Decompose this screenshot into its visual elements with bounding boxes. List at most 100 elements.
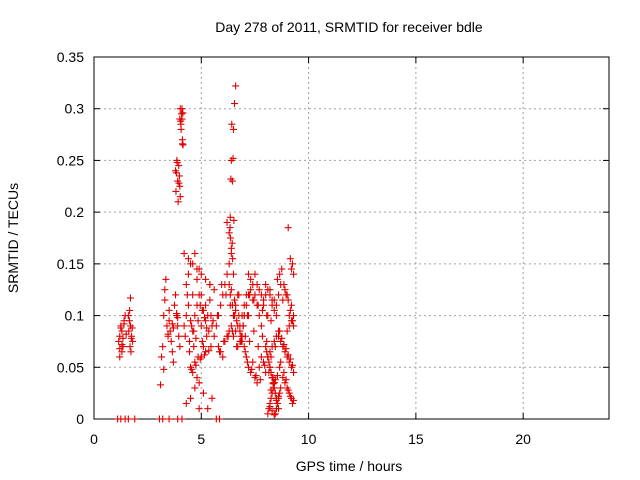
y-tick-label: 0.35 [57,49,84,65]
data-point [239,322,247,330]
data-point [187,394,195,402]
data-point [270,411,278,419]
data-point [270,379,278,387]
grid [94,57,609,419]
data-point [229,270,237,278]
data-point [260,296,268,304]
data-point [248,365,256,373]
data-point [158,353,166,361]
data-point [189,260,197,268]
data-point [129,337,137,345]
data-point [250,327,258,335]
data-point [190,343,198,351]
data-point [264,286,272,294]
data-point [157,381,165,389]
data-point [201,351,209,359]
data-point [185,348,193,356]
data-point [188,365,196,373]
data-point [193,265,201,273]
data-point [283,327,291,335]
data-point [174,314,182,322]
data-point [287,265,295,273]
data-point [273,275,281,283]
data-point [286,355,294,363]
data-point [188,322,196,330]
data-point [125,327,133,335]
data-point [233,343,241,351]
data-point [263,312,271,320]
data-point [252,372,260,380]
data-point [189,368,197,376]
data-point [254,301,262,309]
data-point [282,291,290,299]
data-point [255,312,263,320]
data-point [227,175,235,183]
data-point [228,301,236,309]
data-point [257,353,265,361]
data-point [197,270,205,278]
data-point [286,392,294,400]
data-point [241,348,249,356]
data-point [226,291,234,299]
data-point [227,286,235,294]
data-point [267,386,275,394]
data-point [269,380,277,388]
data-point [218,281,226,289]
data-point [189,291,197,299]
data-point [276,363,284,371]
data-point [264,353,272,361]
data-point [199,343,207,351]
data-point [273,399,281,407]
data-point [202,301,210,309]
data-point [159,415,167,423]
data-point [290,270,298,278]
data-point [229,255,237,263]
data-point [256,376,264,384]
data-point [247,368,255,376]
data-point [165,317,173,325]
data-point [240,312,248,320]
data-point [117,324,125,332]
data-point [187,317,195,325]
data-point [281,379,289,387]
y-tick-label: 0.2 [65,204,85,220]
data-point [127,334,135,342]
data-point [238,337,246,345]
data-point [266,348,274,356]
data-point [170,301,178,309]
data-point [247,275,255,283]
data-point [277,337,285,345]
data-point [201,314,209,322]
data-point [220,337,228,345]
data-point [216,348,224,356]
data-point [229,125,237,133]
data-point [236,327,244,335]
data-point [202,317,210,325]
data-point [251,270,259,278]
x-axis-label: GPS time / hours [296,458,403,474]
data-point [125,317,133,325]
data-point [284,386,292,394]
data-point [254,343,262,351]
data-point [116,353,124,361]
data-point [270,337,278,345]
data-point [127,348,135,356]
data-point [246,337,254,345]
data-point [176,343,184,351]
data-point [271,410,279,418]
data-point [281,286,289,294]
data-point [210,332,218,340]
data-point [226,224,234,232]
data-point [257,322,265,330]
x-tick-label: 10 [301,431,317,447]
data-point [290,396,298,404]
data-point [267,317,275,325]
data-point [225,281,233,289]
data-point [182,399,190,407]
data-point [235,291,243,299]
data-point [225,229,233,237]
data-point [175,172,183,180]
data-point [272,312,280,320]
data-point [242,301,250,309]
axis-ticks: 0 0.05 0.1 0.15 0.2 0.25 0.3 0.35 0 5 10 15 20 [57,49,609,447]
